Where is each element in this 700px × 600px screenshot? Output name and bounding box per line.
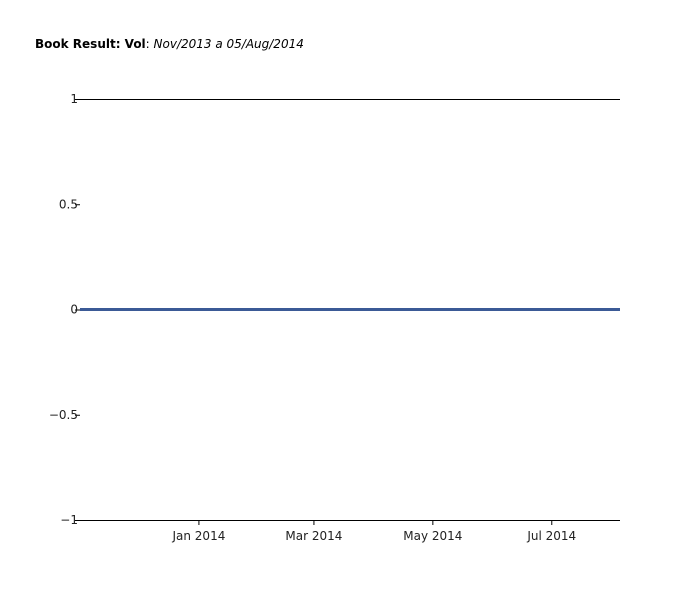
y-tick-label: −1: [60, 513, 78, 527]
x-tick-label: May 2014: [403, 529, 462, 543]
y-tick-label: −0.5: [49, 408, 78, 422]
chart-title: Book Result: Vol: Nov/2013 a 05/Aug/2014: [35, 37, 304, 51]
chart-title-separator: :: [145, 37, 154, 51]
x-tick-label: Jan 2014: [171, 529, 225, 543]
chart-title-bold: Book Result: Vol: [35, 37, 146, 51]
y-tick-label: 0: [70, 303, 78, 317]
y-tick-label: 1: [70, 92, 78, 106]
axes-layer: 1 0.5 0 −0.5 −1 Jan 2014 Mar 2014 May 2014 Jul 2…: [49, 92, 620, 543]
y-tick-label: 0.5: [59, 197, 78, 211]
x-tick-label: Mar 2014: [285, 529, 342, 543]
chart-title-date-range: Nov/2013 a 05/Aug/2014: [153, 37, 304, 51]
x-tick-label: Jul 2014: [526, 529, 576, 543]
